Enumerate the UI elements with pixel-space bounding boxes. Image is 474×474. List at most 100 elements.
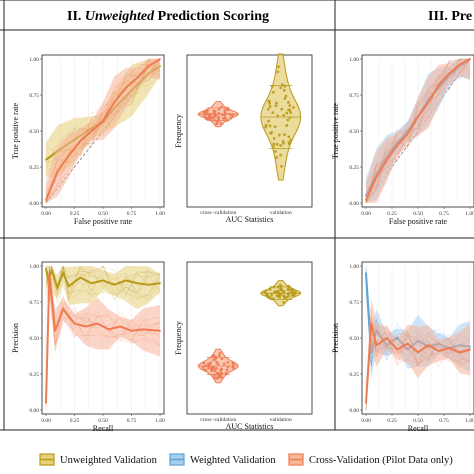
panels: 0.00 0.25 0.50 0.75 1.00 0.00 0.25 0.50 0.75 1.00… xyxy=(11,53,474,433)
auc-roc-point-cv xyxy=(220,105,224,109)
pr-unweighted-trace-cv xyxy=(45,265,161,394)
pr-unweighted-point-unweighted xyxy=(90,282,93,285)
section-title-2-rest: Prediction Scoring xyxy=(158,9,269,24)
roc-weighted-trace-cv xyxy=(365,58,471,197)
auc-pr-point-cv xyxy=(216,362,220,366)
pr-weighted-point-cv xyxy=(406,342,409,345)
auc-roc-point-cv xyxy=(228,112,232,116)
pr-unweighted-ytick-label: 1.00 xyxy=(29,264,39,270)
pr-unweighted-xtick-label: 1.00 xyxy=(155,418,165,424)
auc-roc-point-unweighted xyxy=(284,94,288,98)
roc-weighted-trace-cv xyxy=(365,58,471,203)
pr-unweighted-point-cv xyxy=(96,322,99,325)
auc-roc-point-cv xyxy=(206,117,210,121)
auc-roc-point-cv xyxy=(225,119,229,122)
legend-label-cv: Cross-Validation (Pilot Data only) xyxy=(309,455,453,466)
auc-roc-point-cv xyxy=(217,112,221,115)
auc-pr-point-unweighted xyxy=(276,285,280,289)
auc-pr-point-cv xyxy=(201,365,205,369)
auc-pr-point-unweighted xyxy=(282,300,285,304)
auc-roc-category-label: validation xyxy=(270,210,292,216)
pr-unweighted-point-unweighted xyxy=(113,283,116,286)
pr-unweighted-point-cv xyxy=(48,272,51,275)
auc-pr-point-cv xyxy=(216,376,219,380)
auc-roc-point-cv xyxy=(223,111,227,115)
auc-pr-point-cv xyxy=(218,351,222,355)
auc-pr-point-unweighted xyxy=(292,292,296,296)
auc-roc-point-unweighted xyxy=(268,124,272,128)
pr-weighted-xtick-label: 0.00 xyxy=(361,418,371,424)
pr-unweighted-band-unweighted xyxy=(46,266,160,310)
auc-pr-point-cv xyxy=(209,361,213,365)
section-title-3: III. Pre xyxy=(428,9,472,24)
pr-weighted-xtick-label: 0.50 xyxy=(413,418,423,424)
pr-weighted-trace-cv xyxy=(365,322,471,411)
roc-weighted-point-cv xyxy=(406,132,409,135)
auc-pr-point-cv xyxy=(214,366,218,370)
auc-roc-point-unweighted xyxy=(281,83,284,87)
pr-unweighted-point-cv xyxy=(73,322,76,325)
auc-pr-point-unweighted xyxy=(274,291,277,295)
auc-roc-point-unweighted xyxy=(270,85,274,88)
auc-roc-point-unweighted xyxy=(275,156,279,159)
pr-weighted-point-cv xyxy=(370,322,373,325)
auc-pr-point-unweighted xyxy=(287,284,291,288)
auc-roc-point-unweighted xyxy=(280,164,283,168)
auc-roc-point-unweighted xyxy=(287,142,291,146)
roc-unweighted-xtick-label: 0.00 xyxy=(41,211,51,217)
auc-pr-point-unweighted xyxy=(277,290,280,294)
auc-roc-point-cv xyxy=(209,116,213,120)
auc-pr-point-cv xyxy=(204,364,208,368)
auc-roc-point-unweighted xyxy=(266,107,270,111)
roc-unweighted-point-cv xyxy=(45,199,47,202)
pr-unweighted-ylabel: Precision xyxy=(11,323,20,353)
auc-pr-point-cv xyxy=(231,361,235,365)
auc-roc-point-unweighted xyxy=(287,135,291,139)
auc-roc-point-cv xyxy=(219,121,223,125)
auc-pr-point-cv xyxy=(225,368,229,372)
roc-weighted-point-cv xyxy=(427,101,430,104)
legend-label-weighted: Weighted Validation xyxy=(190,455,276,466)
pr-unweighted-point-cv xyxy=(62,308,64,311)
pr-unweighted-point-unweighted xyxy=(45,267,47,270)
roc-unweighted-point-cv xyxy=(124,86,127,89)
pr-unweighted-point-unweighted xyxy=(124,279,127,282)
auc-pr-point-cv xyxy=(210,369,214,373)
auc-roc-point-unweighted xyxy=(272,142,276,146)
roc-unweighted-xtick-label: 0.75 xyxy=(127,211,137,217)
roc-weighted-ytick-label: 0.75 xyxy=(349,93,359,99)
auc-roc-point-unweighted xyxy=(276,70,280,74)
roc-weighted-xtick-label: 1.00 xyxy=(465,211,474,217)
auc-pr-point-cv xyxy=(213,357,217,361)
roc-unweighted-point-cv xyxy=(159,58,161,60)
pr-unweighted-point-cv xyxy=(54,329,57,332)
pr-unweighted-marks xyxy=(45,265,161,411)
pr-weighted-line-cv xyxy=(365,323,471,403)
auc-roc-point-unweighted xyxy=(288,104,292,107)
auc-pr-point-cv xyxy=(219,371,223,375)
pr-weighted-band-cv xyxy=(366,297,470,410)
pr-weighted-xtick-label: 1.00 xyxy=(465,418,474,424)
auc-pr-category-label: validation xyxy=(270,417,292,423)
auc-pr-point-unweighted xyxy=(270,297,274,301)
roc-unweighted-marks xyxy=(45,58,161,204)
pr-unweighted-point-unweighted xyxy=(159,282,161,285)
auc-roc-point-cv xyxy=(229,116,233,120)
auc-roc-point-cv xyxy=(212,112,215,116)
pr-weighted-point-weighted xyxy=(396,337,399,339)
auc-pr-point-cv xyxy=(212,374,216,378)
pr-unweighted-ytick-label: 0.25 xyxy=(29,372,39,378)
pr-unweighted-xtick-label: 0.75 xyxy=(127,418,137,424)
section-frame-right xyxy=(334,0,474,431)
auc-roc-point-cv xyxy=(222,117,225,120)
auc-roc-point-unweighted xyxy=(282,88,286,92)
auc-roc-point-unweighted xyxy=(288,116,292,119)
auc-pr-point-cv xyxy=(220,357,224,361)
auc-roc-point-unweighted xyxy=(271,90,275,94)
roc-unweighted-xtick-label: 0.25 xyxy=(70,211,80,217)
legend: Unweighted Validation Weighted Validatio… xyxy=(39,453,453,466)
section-title-2-numeral: II. xyxy=(67,9,81,24)
pr-unweighted-point-unweighted xyxy=(67,285,70,288)
pr-unweighted-trace-cv xyxy=(45,284,161,391)
